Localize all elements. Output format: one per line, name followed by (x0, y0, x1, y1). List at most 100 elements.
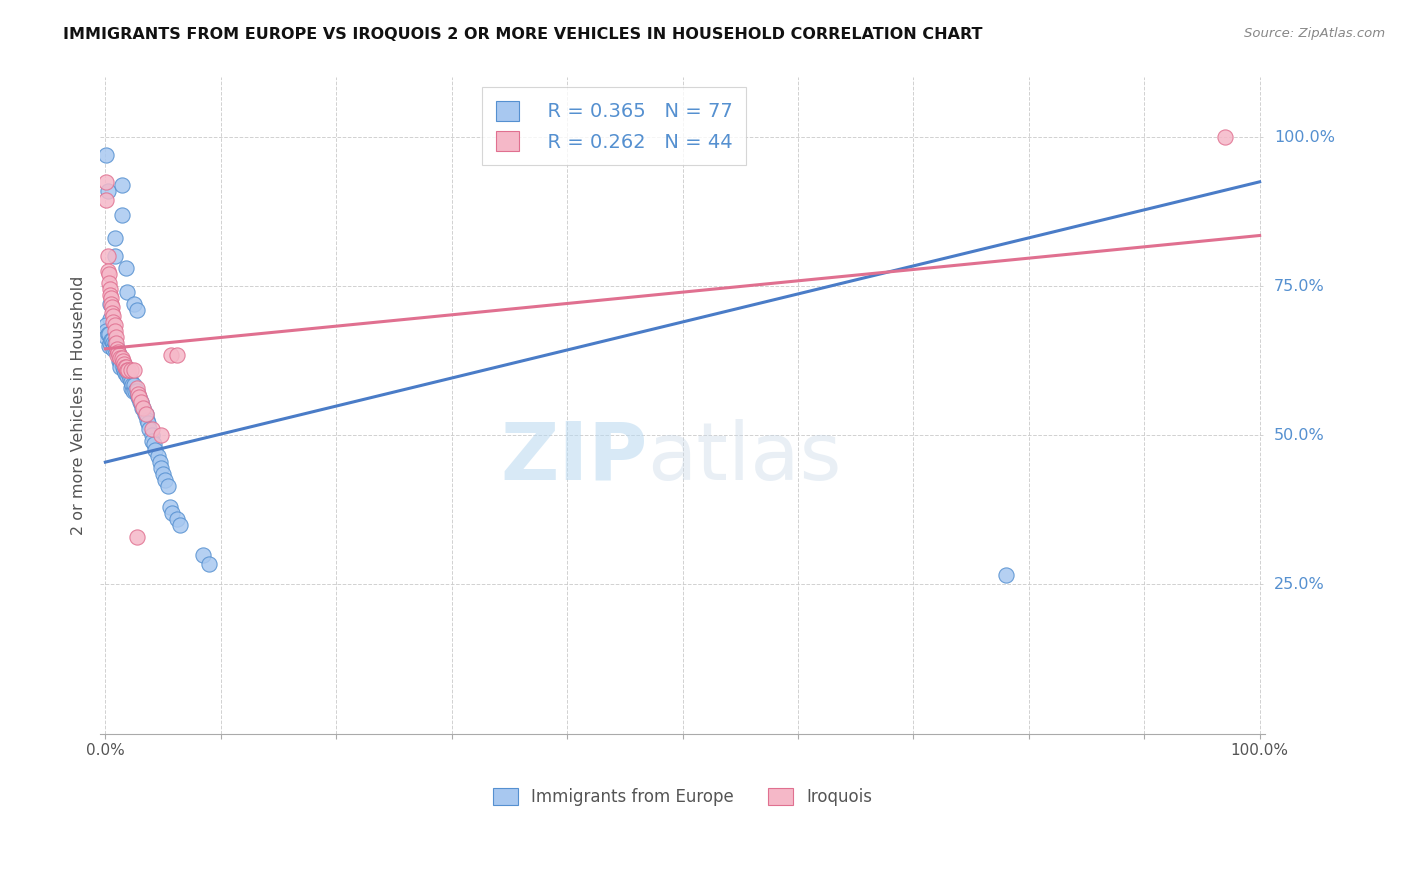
Point (97, 184, 120, 198)
Point (135, 408, 157, 422)
Point (117, 366, 139, 380)
Point (110, 208, 132, 222)
Point (103, 309, 125, 323)
Point (103, 335, 125, 350)
Point (96, 175, 118, 189)
Text: 50.0%: 50.0% (1274, 428, 1324, 442)
Point (169, 517, 191, 532)
Point (115, 362, 138, 376)
Point (103, 335, 125, 350)
Point (98, 297, 121, 311)
Point (108, 348, 131, 362)
Point (129, 395, 152, 409)
Point (114, 359, 136, 374)
Point (110, 351, 132, 365)
Point (103, 324, 125, 338)
Point (129, 395, 152, 409)
Legend: Immigrants from Europe, Iroquois: Immigrants from Europe, Iroquois (486, 781, 879, 813)
Point (98, 312, 121, 326)
Point (97, 276, 120, 290)
Point (132, 401, 155, 416)
Point (112, 362, 135, 376)
Point (115, 261, 138, 276)
Point (135, 413, 157, 427)
Point (112, 357, 135, 371)
Point (117, 285, 139, 300)
Point (162, 506, 184, 520)
Text: 25.0%: 25.0% (1274, 577, 1324, 592)
Point (114, 366, 136, 380)
Point (160, 348, 183, 362)
Point (97, 339, 120, 353)
Point (994, 568, 1017, 582)
Point (122, 384, 145, 398)
Point (105, 348, 128, 362)
Point (104, 330, 127, 344)
Point (98, 282, 121, 296)
Point (198, 557, 221, 571)
Point (120, 381, 142, 395)
Point (96, 324, 118, 338)
Point (107, 348, 129, 362)
Point (103, 342, 125, 356)
Point (118, 371, 141, 385)
Point (97, 267, 120, 281)
Point (96, 318, 118, 332)
Point (110, 353, 132, 368)
Text: ZIP: ZIP (501, 419, 648, 497)
Point (120, 375, 142, 389)
Point (104, 339, 127, 353)
Text: Source: ZipAtlas.com: Source: ZipAtlas.com (1244, 27, 1385, 40)
Point (103, 315, 125, 329)
Y-axis label: 2 or more Vehicles in Household: 2 or more Vehicles in Household (72, 276, 86, 535)
Point (96, 330, 118, 344)
Point (108, 348, 131, 362)
Point (110, 359, 132, 374)
Point (149, 455, 172, 469)
Point (193, 548, 215, 562)
Point (101, 333, 124, 347)
Point (143, 443, 166, 458)
Point (101, 306, 124, 320)
Point (131, 401, 153, 416)
Text: atlas: atlas (648, 419, 842, 497)
Point (155, 473, 177, 487)
Point (166, 348, 188, 362)
Point (111, 353, 134, 368)
Point (97, 326, 120, 341)
Point (141, 428, 163, 442)
Point (128, 390, 150, 404)
Point (136, 417, 159, 431)
Point (110, 351, 132, 365)
Point (112, 357, 135, 371)
Point (127, 386, 149, 401)
Point (166, 512, 188, 526)
Point (103, 249, 125, 263)
Point (96, 148, 118, 162)
Point (100, 333, 122, 347)
Point (148, 449, 170, 463)
Point (122, 377, 145, 392)
Point (103, 342, 125, 356)
Point (138, 422, 160, 436)
Point (97, 326, 120, 341)
Point (100, 291, 122, 305)
Point (129, 395, 152, 409)
Point (108, 353, 131, 368)
Point (104, 335, 127, 350)
Point (142, 437, 165, 451)
Point (128, 390, 150, 404)
Point (96, 193, 118, 207)
Point (134, 408, 156, 422)
Point (121, 377, 143, 392)
Point (149, 428, 172, 442)
Text: 75.0%: 75.0% (1274, 278, 1324, 293)
Point (122, 362, 145, 376)
Point (141, 422, 163, 436)
Point (115, 359, 138, 374)
Point (127, 390, 149, 404)
Point (125, 381, 148, 395)
Point (117, 362, 139, 376)
Point (156, 479, 179, 493)
Point (110, 353, 132, 368)
